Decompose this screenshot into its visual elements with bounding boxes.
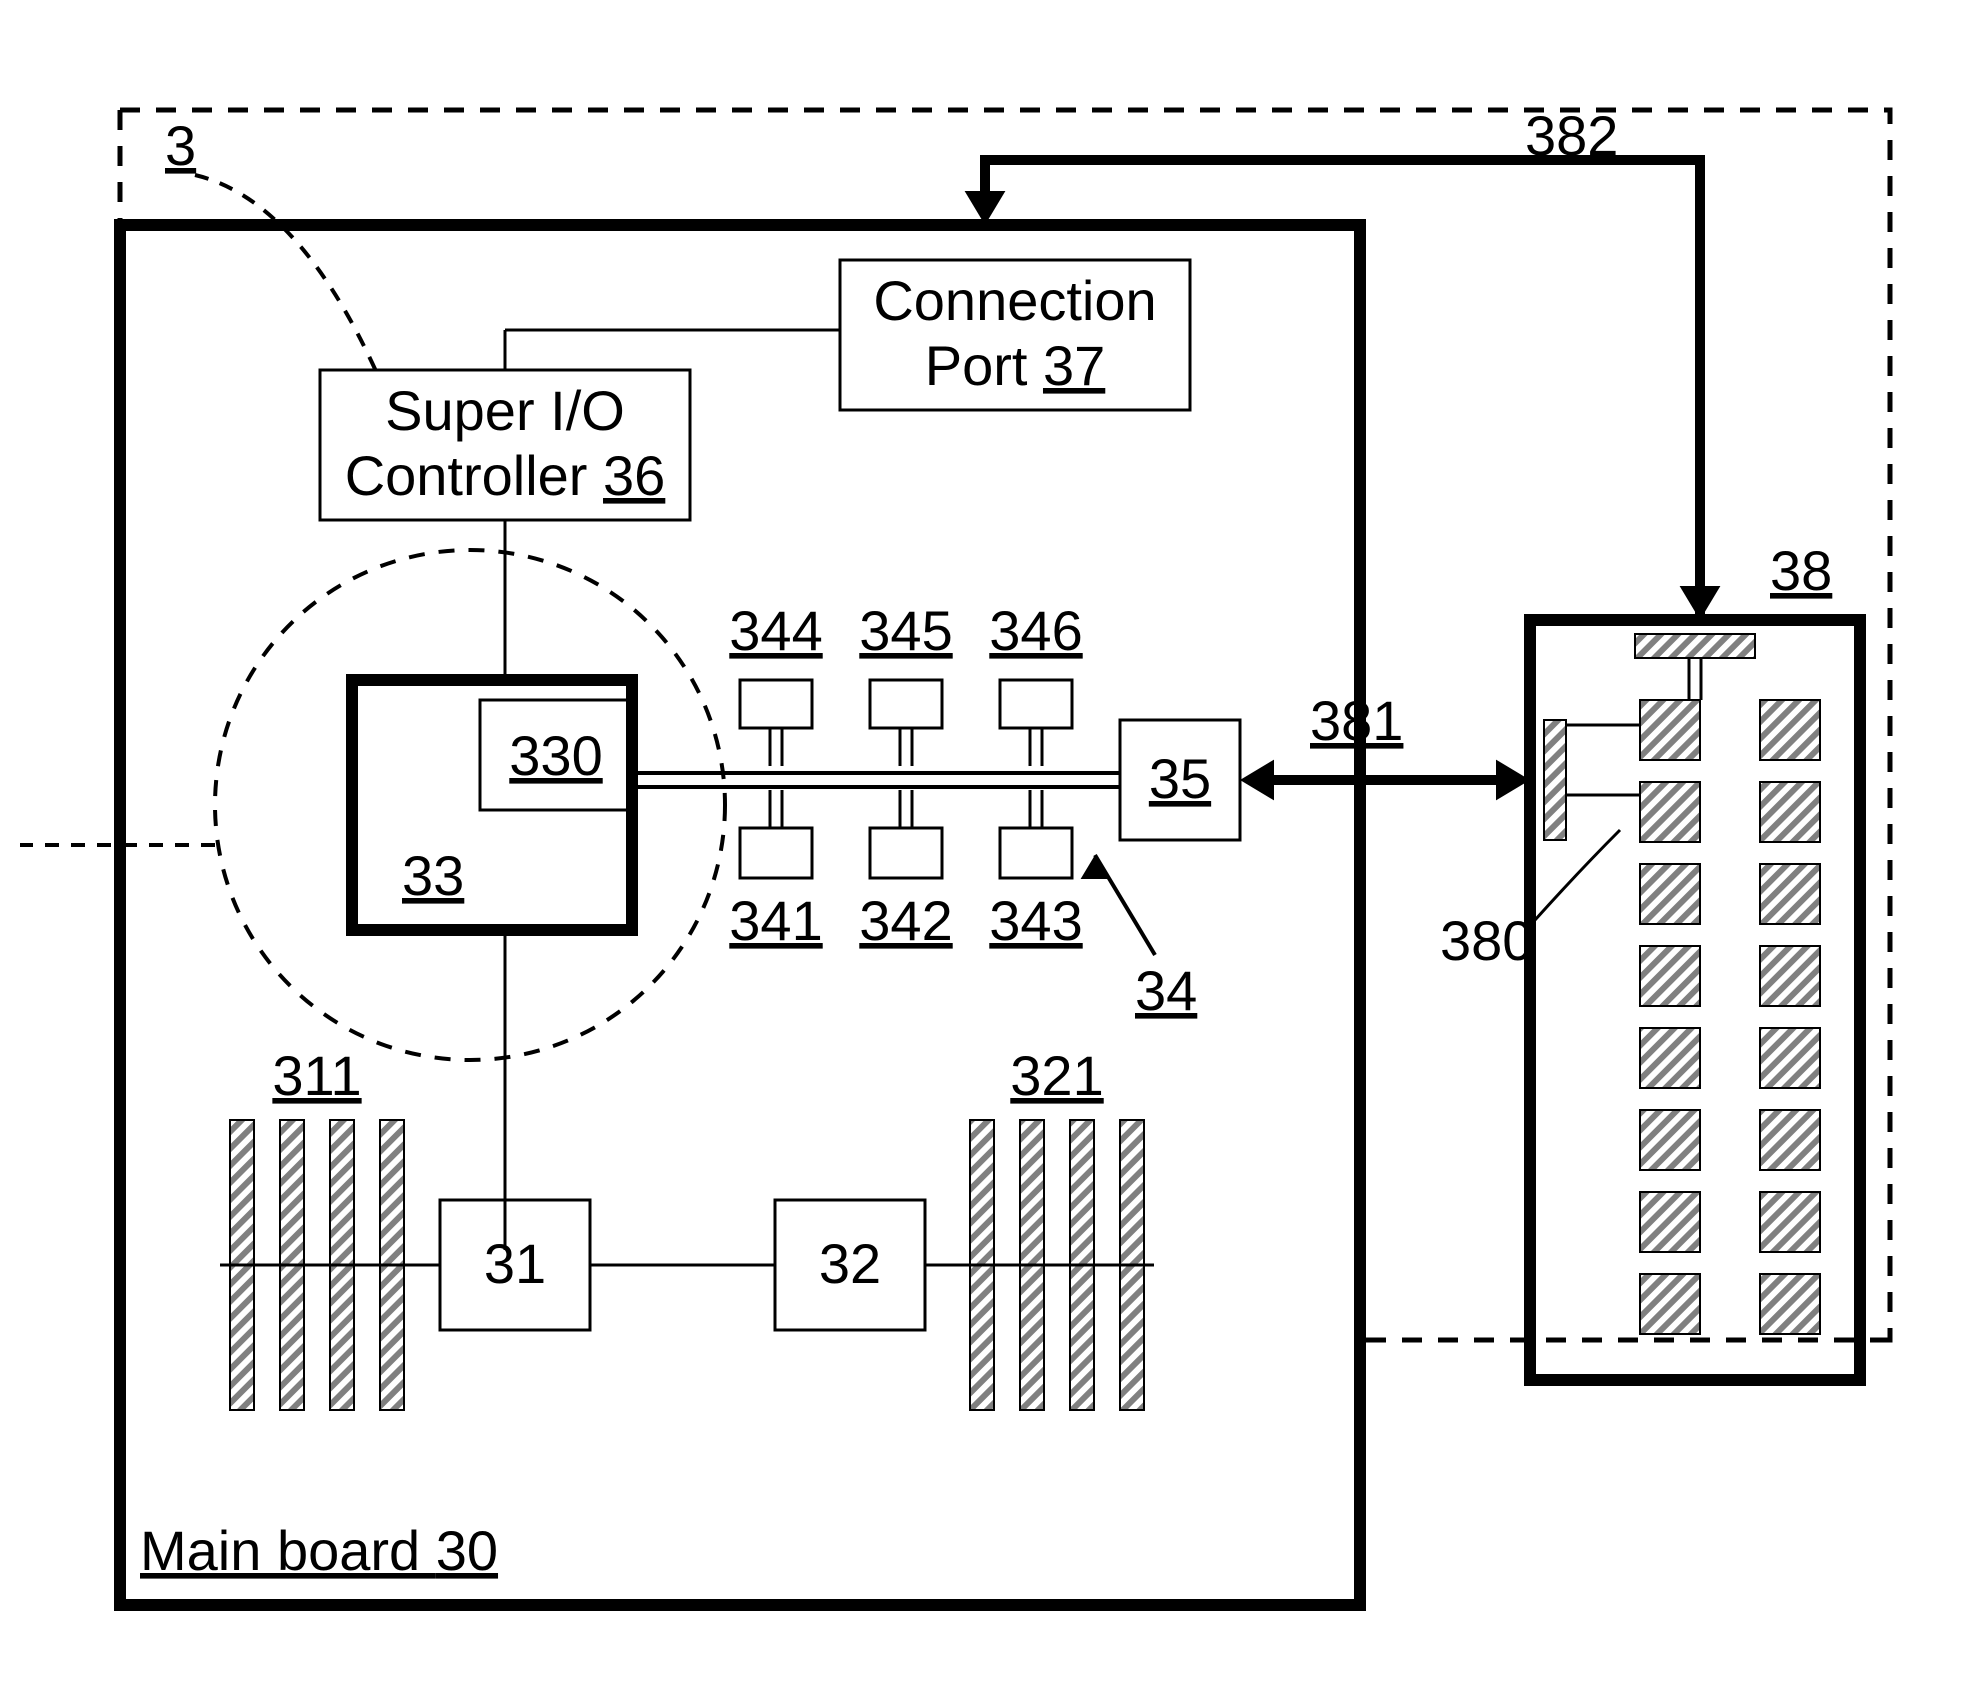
label-380: 380 <box>1440 909 1533 972</box>
slot-342 <box>870 828 942 878</box>
label-32: 32 <box>819 1232 881 1295</box>
label-31: 31 <box>484 1232 546 1295</box>
board38-chip-1-1 <box>1760 782 1820 842</box>
label-3: 3 <box>165 114 196 177</box>
connection-port-line1: Connection <box>873 269 1156 332</box>
leader-3 <box>195 175 380 380</box>
label-344: 344 <box>729 599 822 662</box>
label-321: 321 <box>1010 1044 1103 1107</box>
board38-chip-0-0 <box>1640 700 1700 760</box>
slot-345 <box>870 680 942 728</box>
board38-chip-4-1 <box>1760 1028 1820 1088</box>
main-board-label: Main board 30 <box>140 1519 498 1582</box>
slot-344 <box>740 680 812 728</box>
board38-chip-6-0 <box>1640 1192 1700 1252</box>
board38-chip-2-0 <box>1640 864 1700 924</box>
dashed-circle <box>215 550 725 1060</box>
label-33: 33 <box>402 844 464 907</box>
label-341: 341 <box>729 889 822 952</box>
board38-side-bar <box>1544 720 1566 840</box>
label-381: 381 <box>1310 689 1403 752</box>
label-311: 311 <box>272 1044 361 1107</box>
slot-341 <box>740 828 812 878</box>
label-346: 346 <box>989 599 1082 662</box>
slot-343 <box>1000 828 1072 878</box>
slot-346 <box>1000 680 1072 728</box>
board38-chip-5-0 <box>1640 1110 1700 1170</box>
board38-chip-3-0 <box>1640 946 1700 1006</box>
board38-chip-7-1 <box>1760 1274 1820 1334</box>
label-342: 342 <box>859 889 952 952</box>
chip-33 <box>352 680 632 930</box>
label-343: 343 <box>989 889 1082 952</box>
label-38: 38 <box>1770 539 1832 602</box>
label-34: 34 <box>1135 959 1197 1022</box>
board38-chip-5-1 <box>1760 1110 1820 1170</box>
label-35: 35 <box>1149 747 1211 810</box>
board38-chip-7-0 <box>1640 1274 1700 1334</box>
board38-chip-1-0 <box>1640 782 1700 842</box>
board38-chip-6-1 <box>1760 1192 1820 1252</box>
board38-chip-3-1 <box>1760 946 1820 1006</box>
super-io-line2: Controller 36 <box>345 444 666 507</box>
label-345: 345 <box>859 599 952 662</box>
board38-chip-2-1 <box>1760 864 1820 924</box>
connection-port-line2: Port 37 <box>925 334 1106 397</box>
board38-chip-4-0 <box>1640 1028 1700 1088</box>
board38-top-bar <box>1635 634 1755 658</box>
label-330: 330 <box>509 724 602 787</box>
label-382: 382 <box>1525 104 1618 167</box>
board38-chip-0-1 <box>1760 700 1820 760</box>
leader-380 <box>1535 830 1620 920</box>
super-io-line1: Super I/O <box>385 379 625 442</box>
